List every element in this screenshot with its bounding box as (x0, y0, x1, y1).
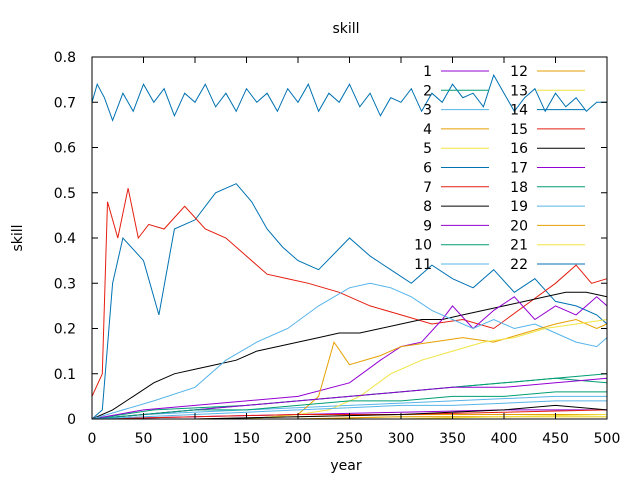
x-tick-label: 200 (285, 431, 312, 447)
x-tick-label: 100 (182, 431, 209, 447)
series-line-18 (91, 391, 607, 420)
chart-title: skill (332, 21, 359, 37)
legend-label: 20 (510, 218, 528, 234)
legend-label: 1 (423, 64, 432, 80)
y-tick-label: 0.2 (54, 322, 76, 338)
x-tick-label: 350 (439, 431, 466, 447)
legend-label: 17 (510, 161, 528, 177)
series-line-13 (92, 319, 608, 420)
legend-label: 22 (510, 257, 528, 273)
legend-label: 16 (510, 141, 528, 157)
series-line-12 (92, 318, 608, 420)
legend-label: 7 (423, 180, 432, 196)
y-tick-label: 0.1 (54, 367, 76, 383)
x-tick-label: 300 (388, 431, 415, 447)
legend-label: 15 (510, 122, 528, 138)
x-tick-label: 50 (135, 431, 153, 447)
legend-label: 14 (510, 103, 528, 119)
y-tick-label: 0.4 (54, 231, 76, 247)
tick-layer: 0 50 100 150 200 250 300 350 400 450 500 0 0.1 0.2 0.3… (54, 50, 621, 447)
y-tick-label: 0.6 (54, 141, 76, 157)
y-tick-label: 0.3 (54, 276, 76, 292)
legend-label: 12 (510, 64, 528, 80)
series-line-19 (91, 400, 607, 420)
y-axis-label: skill (10, 224, 26, 251)
legend-label: 8 (423, 199, 432, 215)
legend-label: 13 (510, 83, 528, 99)
series-line-9 (91, 296, 608, 420)
y-tick-label: 0.5 (54, 186, 76, 202)
legend-label: 10 (414, 238, 432, 254)
x-tick-label: 150 (233, 431, 260, 447)
legend-label: 6 (423, 161, 432, 177)
series-line-14 (91, 73, 607, 122)
legend-label: 9 (423, 218, 432, 234)
legend-label: 5 (423, 141, 432, 157)
legend-label: 21 (510, 238, 528, 254)
x-tick-label: 500 (594, 431, 621, 447)
series-layer (91, 73, 608, 420)
x-tick-label: 450 (542, 431, 569, 447)
legend-label: 2 (423, 83, 432, 99)
series-line-11 (91, 282, 608, 420)
legend-label: 11 (414, 257, 432, 273)
y-tick-label: 0 (67, 412, 76, 428)
legend-label: 4 (423, 122, 432, 138)
x-tick-label: 250 (336, 431, 363, 447)
x-axis-label: year (330, 458, 361, 474)
legend-label: 3 (423, 103, 432, 119)
legend-label: 19 (510, 199, 528, 215)
legend-label: 18 (510, 180, 528, 196)
y-tick-label: 0.7 (54, 95, 76, 111)
series-line-8 (91, 291, 608, 420)
x-tick-label: 400 (491, 431, 518, 447)
series-line-6 (91, 183, 608, 420)
series-line-7 (91, 188, 608, 397)
y-tick-label: 0.8 (54, 50, 76, 66)
x-tick-label: 0 (88, 431, 97, 447)
